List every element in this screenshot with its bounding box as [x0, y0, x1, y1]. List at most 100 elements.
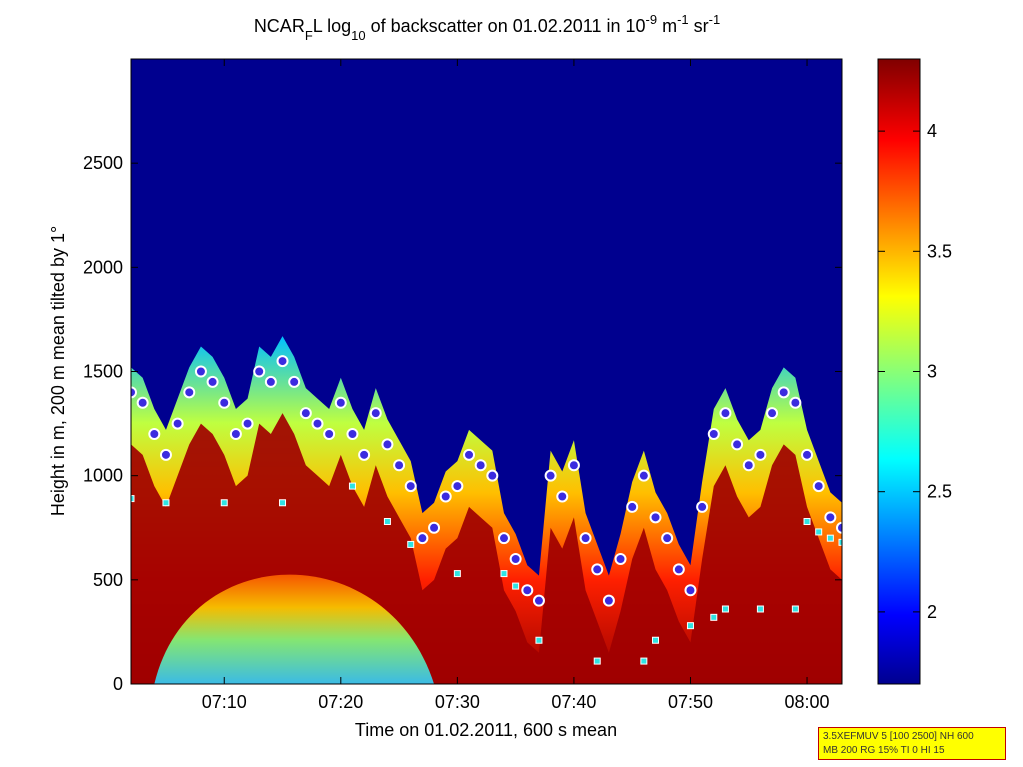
circle-marker [602, 594, 615, 607]
circle-marker [404, 480, 417, 493]
circle-marker [194, 365, 207, 378]
circle-marker [532, 594, 545, 607]
circle-marker [323, 428, 336, 440]
circle-marker [789, 396, 802, 409]
circle-marker [544, 469, 557, 482]
series-1 [131, 355, 842, 607]
square-marker [640, 657, 648, 665]
circle-marker [812, 480, 825, 493]
square-marker [453, 570, 461, 578]
circle-marker [836, 521, 842, 534]
circle-marker [696, 500, 709, 513]
colorbar-tick-label: 3 [927, 362, 937, 382]
x-axis: 07:10 07:20 07:30 07:40 07:50 08:00 [202, 59, 830, 712]
info-line-2: MB 200 RG 15% TI 0 HI 15 [823, 745, 945, 756]
circle-marker [276, 355, 289, 368]
y-axis-label: Height in m, 200 m mean tilted by 1° [48, 226, 68, 516]
colorbar: 2 2.5 3 3.5 4 [877, 58, 952, 685]
square-marker [279, 499, 287, 507]
square-marker [652, 636, 660, 644]
colorbar-tick-label: 3.5 [927, 241, 952, 261]
colorbar-tick-label: 2 [927, 602, 937, 622]
circle-marker [614, 553, 627, 565]
x-tick-label: 07:40 [551, 692, 596, 712]
x-tick-label: 07:20 [318, 692, 363, 712]
colorbar-tick-label: 2.5 [927, 482, 952, 502]
x-tick-label: 07:50 [668, 692, 713, 712]
square-marker [383, 518, 391, 525]
circle-marker [451, 480, 464, 493]
square-marker [500, 570, 508, 578]
circle-marker [661, 532, 674, 545]
y-tick-label: 1000 [83, 466, 123, 486]
circle-marker [579, 532, 592, 545]
y-tick-label: 2000 [83, 257, 123, 277]
circle-marker [206, 375, 219, 388]
circle-marker [684, 584, 697, 597]
circle-marker [672, 563, 685, 576]
square-marker [838, 538, 842, 546]
circle-marker [742, 459, 755, 472]
square-marker [710, 613, 718, 621]
square-marker [826, 534, 834, 542]
x-tick-label: 07:30 [435, 692, 480, 712]
y-tick-label: 500 [93, 570, 123, 590]
circle-marker [241, 417, 254, 430]
square-marker [686, 622, 694, 630]
square-marker [220, 499, 228, 507]
square-marker [593, 657, 601, 665]
square-marker [535, 636, 543, 644]
circle-marker [229, 428, 242, 440]
info-box: 3.5XEFMUV 5 [100 2500] NH 600 MB 200 RG … [818, 727, 1006, 760]
circle-marker [556, 490, 569, 503]
circle-marker [369, 407, 382, 420]
circle-marker [591, 563, 604, 576]
circle-marker [253, 365, 266, 378]
circle-marker [159, 448, 172, 461]
circle-marker [299, 407, 312, 420]
circle-marker [707, 428, 720, 440]
y-axis: 0 500 1000 1500 2000 2500 [83, 153, 842, 694]
circle-marker [754, 448, 767, 461]
circle-marker [567, 459, 580, 472]
circle-marker [288, 375, 301, 388]
circle-marker [218, 396, 231, 409]
circle-marker [183, 386, 196, 399]
circle-marker [171, 417, 184, 430]
square-marker [815, 528, 823, 536]
circle-marker [381, 438, 394, 451]
low-level-reduced-backscatter [154, 574, 435, 684]
colorbar-ticks: 2 2.5 3 3.5 4 [878, 121, 952, 622]
circle-marker [358, 448, 371, 461]
colorbar-tick-label: 4 [927, 121, 937, 141]
circle-marker [626, 500, 639, 513]
square-marker [131, 495, 135, 503]
circle-marker [148, 428, 161, 440]
y-tick-label: 1500 [83, 362, 123, 382]
circle-marker [521, 584, 534, 597]
circle-marker [463, 448, 476, 461]
circle-marker [474, 459, 487, 472]
marker-series [131, 355, 842, 665]
circle-marker [346, 428, 359, 440]
circle-marker [649, 511, 662, 524]
x-tick-label: 08:00 [785, 692, 830, 712]
circle-marker [136, 396, 149, 409]
circle-marker [439, 490, 452, 503]
circle-marker [509, 553, 522, 565]
x-axis-label: Time on 01.02.2011, 600 s mean [355, 720, 617, 740]
x-tick-label: 07:10 [202, 692, 247, 712]
circle-marker [131, 386, 137, 399]
circle-marker [334, 396, 347, 409]
square-marker [803, 518, 811, 525]
plot-area [131, 59, 842, 684]
circle-marker [264, 375, 277, 388]
circle-marker [777, 386, 790, 399]
square-marker [791, 605, 799, 613]
y-tick-label: 0 [113, 674, 123, 694]
square-marker [512, 582, 520, 590]
square-marker [407, 540, 415, 548]
circle-marker [486, 469, 499, 482]
y-tick-label: 2500 [83, 153, 123, 173]
